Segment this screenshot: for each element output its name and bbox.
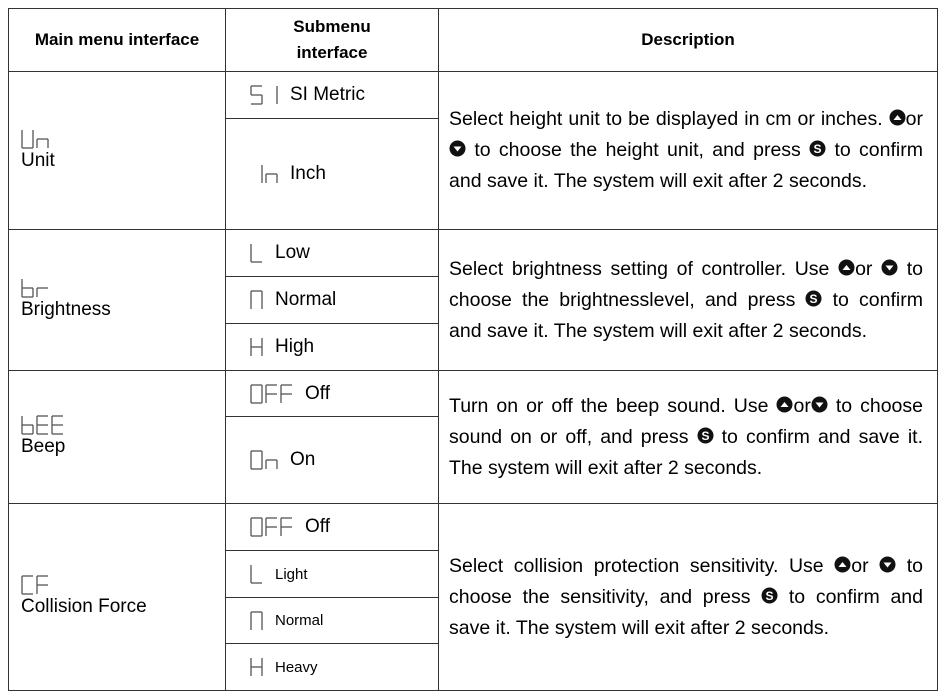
- table-row: Collision Force Off Select collision prote…: [8, 503, 938, 691]
- main-menu-cell: Beep: [8, 370, 226, 504]
- description-text: to choose the brightnesslevel, and press: [449, 257, 923, 311]
- table-row: Beep Off Turn on or off the beep sound. Us…: [8, 370, 938, 504]
- display-code-L: [250, 565, 262, 584]
- submenu-label: Light: [275, 565, 308, 583]
- submenu-cell: Light: [225, 550, 439, 598]
- main-menu-cell: Collision Force: [8, 503, 226, 691]
- display-code-In: [261, 165, 278, 183]
- submenu-cell: Low: [225, 229, 439, 277]
- submenu-cell: Heavy: [225, 643, 439, 691]
- submenu-label: Low: [275, 242, 310, 263]
- description-cell: Select height unit to be displayed in cm…: [438, 71, 938, 230]
- submenu-cell: Inch: [225, 118, 439, 230]
- description-text: Select brightness setting of controller.…: [449, 257, 839, 280]
- svg-text:S: S: [810, 292, 818, 306]
- display-code-br: [21, 279, 48, 298]
- description-text: to choose the sensitivity, and press: [449, 554, 923, 608]
- description-text: Select collision protection sensitivity.…: [449, 554, 835, 577]
- main-menu-name: Unit: [21, 149, 55, 171]
- header-submenu: Submenu interface: [225, 8, 439, 72]
- description-text: or: [905, 108, 923, 130]
- submenu-cell: Normal: [225, 597, 439, 644]
- table-row: High: [9, 323, 938, 371]
- description-cell: Turn on or off the beep sound. Use or to…: [438, 370, 938, 504]
- submenu-cell: Off: [225, 503, 439, 551]
- table-row: Unit SI Metric Select height unit to be di…: [8, 71, 938, 230]
- display-code-OFF: [250, 517, 292, 537]
- main-menu-cell: Brightness: [8, 229, 226, 371]
- submenu-cell: SI Metric: [225, 71, 439, 119]
- display-code-N: [250, 610, 263, 630]
- main-menu-cell: Unit: [8, 71, 226, 230]
- description-text: or: [793, 394, 811, 417]
- submenu-label: Off: [305, 382, 330, 404]
- description-cell: Select brightness setting of controller.…: [438, 229, 938, 371]
- svg-text:S: S: [766, 589, 774, 603]
- table-row: Normal: [9, 276, 938, 324]
- description-text: or: [855, 257, 882, 280]
- header-main-menu: Main menu interface: [8, 8, 226, 72]
- down-button-icon: [449, 140, 466, 157]
- table-row: Brightness Low Select brightness setting o…: [8, 229, 938, 371]
- s-button-icon: S: [697, 427, 714, 443]
- up-button-icon: [838, 259, 855, 275]
- down-button-icon: [879, 556, 896, 572]
- header-submenu-text: Submenu interface: [293, 17, 371, 62]
- svg-text:S: S: [701, 429, 709, 443]
- header-description: Description: [438, 8, 938, 72]
- display-code-SI: [250, 85, 278, 105]
- up-button-icon: [889, 109, 906, 126]
- display-code-H: [250, 658, 263, 676]
- submenu-cell: High: [225, 323, 439, 371]
- display-code-Un: [21, 129, 49, 149]
- display-code-bEE: [21, 415, 63, 435]
- submenu-label: High: [275, 336, 315, 357]
- submenu-label: Normal: [275, 612, 324, 629]
- table-row: Normal: [9, 597, 938, 644]
- main-menu-name: Collision Force: [21, 596, 147, 617]
- display-code-H: [250, 338, 263, 356]
- submenu-cell: Normal: [225, 276, 439, 324]
- description-text: or: [851, 554, 880, 577]
- submenu-label: Inch: [290, 163, 326, 184]
- table-row: Inch: [9, 118, 938, 230]
- submenu-label: SI Metric: [290, 84, 365, 105]
- description-text: to confirm and save it. The system will …: [449, 585, 923, 639]
- description-text: Turn on or off the beep sound. Use: [449, 394, 777, 417]
- svg-text:S: S: [814, 142, 822, 156]
- description-text: to choose the height unit, and press: [466, 139, 810, 161]
- s-button-icon: S: [809, 140, 826, 157]
- menu-table: Main menu interface Submenu interface De…: [8, 8, 938, 691]
- submenu-label: Normal: [275, 289, 337, 310]
- display-code-On: [250, 450, 278, 470]
- description-text: to choose sound on or off, and press: [449, 394, 923, 448]
- s-button-icon: S: [761, 587, 778, 603]
- down-button-icon: [811, 396, 828, 412]
- header-row: Main menu interface Submenu interface De…: [8, 8, 938, 72]
- description-text: to confirm and save it. The system will …: [449, 139, 923, 192]
- description-text: to confirm and save it. The system will …: [449, 288, 923, 342]
- submenu-cell: On: [225, 416, 439, 504]
- up-button-icon: [776, 396, 793, 412]
- submenu-label: Off: [305, 516, 330, 537]
- description-text: to confirm and save it. The system will …: [449, 425, 924, 479]
- table-row: Heavy: [9, 643, 938, 691]
- display-code-N: [250, 290, 263, 309]
- main-menu-name: Beep: [21, 436, 66, 457]
- description-cell: Select collision protection sensitivity.…: [438, 503, 938, 691]
- up-button-icon: [834, 556, 851, 572]
- s-button-icon: S: [805, 290, 822, 306]
- display-code-OFF: [250, 383, 292, 404]
- down-button-icon: [881, 259, 898, 275]
- submenu-cell: Off: [225, 370, 439, 417]
- display-code-L: [250, 244, 262, 263]
- submenu-label: On: [290, 449, 316, 470]
- display-code-CF: [21, 575, 48, 595]
- description-text: Select height unit to be displayed in cm…: [449, 108, 889, 130]
- main-menu-name: Brightness: [21, 299, 111, 320]
- submenu-label: Heavy: [275, 658, 318, 676]
